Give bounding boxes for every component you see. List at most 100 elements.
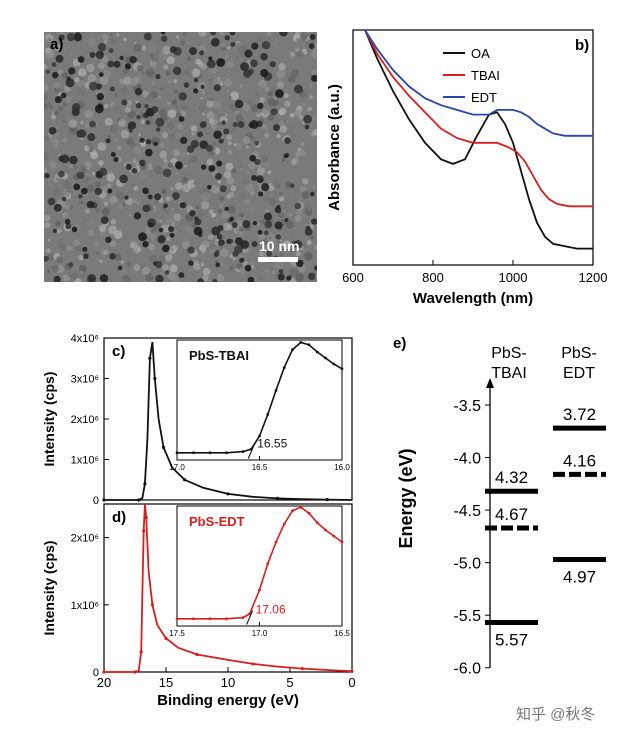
nanocrystal: [197, 131, 203, 137]
tem-grain: [313, 186, 316, 189]
inset-x-tick-label: 16.5: [252, 463, 268, 472]
nanocrystal: [257, 103, 263, 109]
tem-grain: [137, 248, 141, 252]
tem-grain: [276, 34, 280, 38]
tem-grain: [147, 181, 152, 186]
nanocrystal: [187, 247, 194, 254]
absorbance-chart: 600 800 1000 1200 Wavelength (nm) Absorbance …: [320, 22, 625, 310]
nanocrystal: [125, 63, 131, 69]
x-axis-label: Binding energy (eV): [157, 692, 299, 709]
tem-grain: [219, 122, 223, 126]
tem-grain: [182, 152, 186, 156]
nanocrystal: [67, 33, 75, 41]
inset-point: [316, 351, 319, 354]
nanocrystal: [217, 225, 223, 231]
inset-point: [209, 451, 212, 454]
nanocrystal: [77, 171, 84, 178]
tem-grain: [182, 32, 187, 36]
tem-grain: [312, 50, 317, 59]
nanocrystal: [146, 139, 151, 144]
tem-grain: [84, 110, 93, 119]
tem-grain: [80, 201, 83, 204]
y-tick-label: -3.5: [453, 398, 481, 415]
nanocrystal: [98, 43, 106, 51]
tem-grain: [229, 96, 232, 99]
tem-grain: [263, 197, 270, 204]
tem-grain: [123, 38, 126, 41]
nanocrystal: [310, 34, 316, 40]
inset-point: [176, 617, 179, 620]
nanocrystal: [199, 50, 204, 55]
tem-grain: [276, 134, 280, 138]
series-oa: [365, 30, 593, 249]
nanocrystal: [155, 74, 160, 79]
tem-grain: [228, 141, 232, 145]
nanocrystal: [303, 115, 312, 124]
tem-grain: [87, 168, 89, 170]
tem-grain: [87, 38, 96, 47]
tem-grain: [248, 143, 251, 146]
tem-grain: [201, 263, 204, 266]
tem-grain: [309, 84, 312, 87]
nanocrystal: [153, 142, 158, 147]
tem-grain: [222, 258, 229, 265]
nanocrystal: [275, 207, 281, 213]
tem-grain: [271, 94, 273, 96]
nanocrystal: [251, 42, 258, 49]
onset-value: 17.06: [256, 603, 286, 617]
tem-grain: [133, 159, 137, 163]
nanocrystal: [219, 138, 224, 143]
tem-grain: [56, 178, 60, 182]
nanocrystal: [180, 202, 187, 209]
spectrum-point: [148, 357, 151, 360]
tem-grain: [266, 269, 270, 273]
nanocrystal: [62, 197, 67, 202]
nanocrystal: [157, 235, 165, 243]
tem-grain: [257, 167, 265, 175]
tem-grain: [44, 164, 47, 169]
watermark: 知乎 @秋冬: [516, 703, 595, 724]
tem-grain: [204, 160, 207, 163]
tem-grain: [310, 236, 314, 240]
tem-grain: [224, 79, 232, 87]
inset-point: [225, 617, 228, 620]
tem-grain: [107, 184, 111, 188]
tem-grain: [164, 216, 173, 225]
nanocrystal: [69, 156, 77, 164]
nanocrystal: [163, 203, 168, 208]
nanocrystal: [52, 72, 59, 79]
nanocrystal: [256, 175, 264, 183]
tem-grain: [175, 133, 181, 139]
nanocrystal: [223, 128, 229, 134]
tem-grain: [209, 209, 214, 214]
tem-grain: [235, 110, 239, 114]
tem-grain: [114, 93, 118, 97]
tem-grain: [107, 135, 111, 139]
nanocrystal: [53, 229, 57, 233]
nanocrystal: [262, 41, 270, 49]
nanocrystal: [56, 55, 64, 63]
tem-grain: [234, 157, 241, 164]
tem-grain: [291, 69, 299, 77]
nanocrystal: [261, 183, 269, 191]
tem-grain: [279, 196, 284, 201]
tem-grain: [302, 103, 305, 106]
tem-grain: [162, 132, 168, 138]
tem-grain: [226, 134, 232, 140]
tem-grain: [193, 181, 197, 185]
tem-grain: [200, 64, 206, 70]
energy-level-label: 4.67: [495, 505, 528, 524]
nanocrystal: [212, 279, 217, 282]
tem-grain: [52, 88, 54, 90]
tem-grain: [284, 100, 291, 107]
nanocrystal: [260, 69, 268, 77]
tem-grain: [306, 240, 311, 245]
tem-grain: [128, 42, 132, 46]
nanocrystal: [179, 92, 187, 100]
nanocrystal: [208, 56, 212, 60]
nanocrystal: [78, 56, 85, 63]
nanocrystal: [264, 231, 269, 236]
nanocrystal: [142, 188, 148, 194]
tem-grain: [172, 100, 176, 104]
tem-grain: [273, 265, 275, 267]
